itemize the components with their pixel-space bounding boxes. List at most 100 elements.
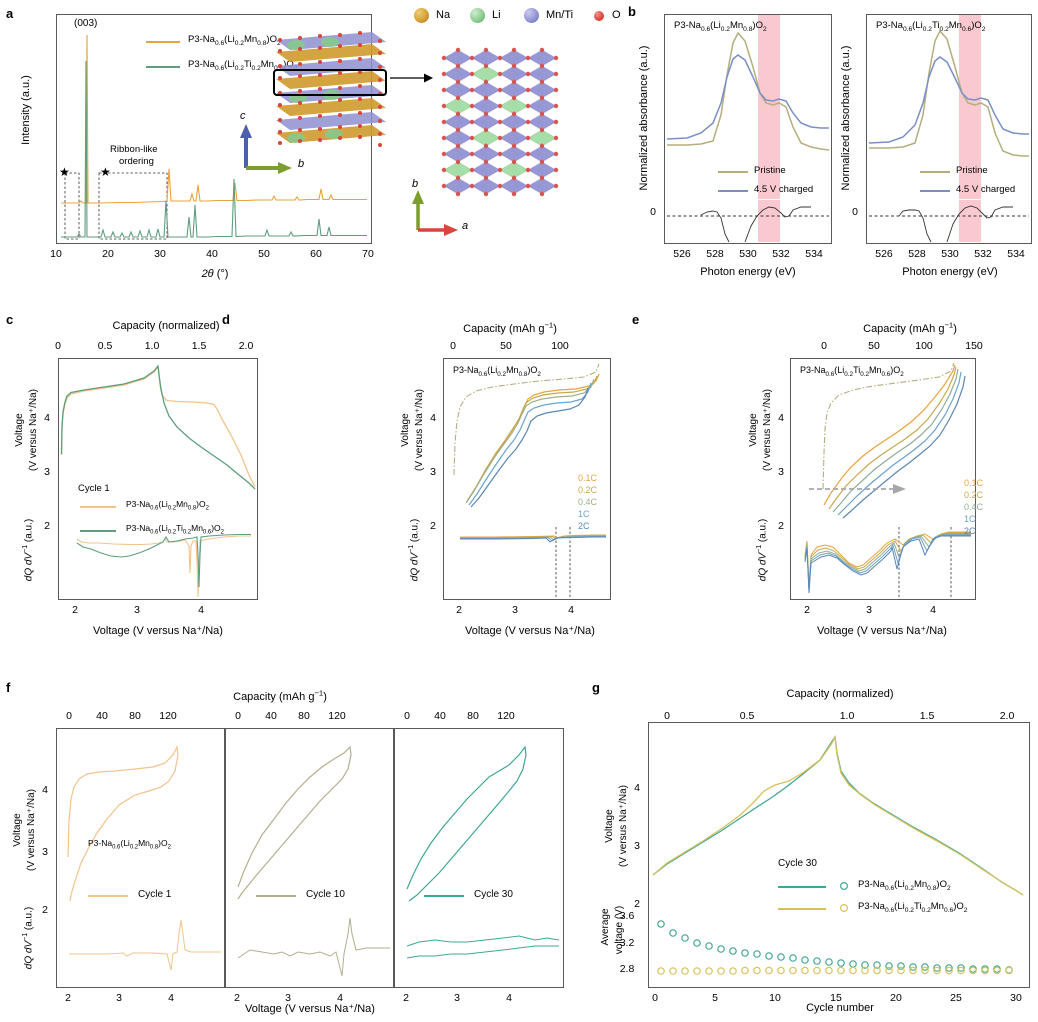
increasing-rate-arrow-icon (809, 484, 906, 494)
panel-d-title: P3-Na0.6(Li0.2Mn0.8)O2 (453, 365, 541, 378)
panel-a-xtick-6: 70 (362, 248, 374, 260)
panel-d-letter: d (222, 312, 230, 327)
panel-d-rate-0: 0.1C (578, 473, 598, 483)
panel-d-rate-4: 2C (578, 521, 590, 531)
panel-g-letter: g (592, 680, 600, 695)
panel-f-legend-swatch-1 (256, 895, 296, 897)
panel-e-bottick-1: 3 (866, 604, 872, 616)
axes-indicator-cb: c b (232, 110, 304, 176)
panel-e-ylabel-lower: dQ dV−1 (a.u.) (756, 518, 769, 582)
panel-b-right-xtick-2: 530 (941, 248, 959, 260)
panel-c-legend-text-0: P3-Na0.6(Li0.2Mn0.8)O2 (126, 499, 209, 512)
atom-legend-label-na: Na (436, 9, 451, 21)
panel-g-bottick-3: 15 (830, 992, 842, 1004)
panel-e-dqdv-plot (790, 525, 976, 600)
panel-f-s0-toptick-1: 40 (96, 710, 108, 722)
panel-e-toptick-0: 0 (821, 340, 827, 352)
panel-f-s2-toptick-3: 120 (497, 710, 515, 722)
panel-g-bottick-2: 10 (769, 992, 781, 1004)
panel-c-xlabel: Voltage (V versus Na⁺/Na) (93, 625, 223, 637)
panel-b-right-legend-label-0: Pristine (956, 165, 988, 176)
panel-d-rate-3: 1C (578, 509, 590, 519)
panel-b-right-xtick-1: 528 (908, 248, 926, 260)
panel-a-xtick-3: 40 (206, 248, 218, 260)
panel-f-ytick-2: 2 (42, 904, 48, 916)
panel-c-main-svg (60, 364, 256, 490)
panel-d-bottick-2: 4 (568, 604, 574, 616)
panel-g-ylabel-main-2: (V versus Na⁺/Na) (618, 785, 629, 867)
xas-charged-left (666, 54, 829, 140)
panel-e-top-label: Capacity (mAh g−1) (800, 320, 1020, 335)
panel-d-rate-2: 0.4C (578, 497, 598, 507)
panel-c-dqdv-plot (58, 525, 258, 600)
panel-f-ytick-4: 4 (42, 784, 48, 796)
panel-e-toptick-3: 150 (965, 340, 983, 352)
panel-f-legend-label-0: Cycle 1 (138, 889, 172, 900)
panel-c-ytick-3: 3 (44, 466, 50, 478)
panel-d-main-svg (453, 363, 600, 508)
panel-c-bottick-0: 2 (72, 604, 78, 616)
panel-f-legend-label-2: Cycle 30 (474, 889, 513, 900)
panel-g-bottick-6: 30 (1010, 992, 1022, 1004)
panel-b-right-title-text: P3-Na0.6(Li0.2Ti0.2Mn0.6)O2 (876, 20, 986, 33)
ribbon-ordering-label-2: ordering (119, 156, 154, 167)
axis-label-c: c (240, 110, 246, 122)
panel-g-bottick-4: 20 (890, 992, 902, 1004)
star-marker-2: ★ (100, 165, 111, 179)
panel-e-main-plot (790, 358, 976, 525)
panel-b-right-diff-svg (869, 200, 1029, 243)
panel-e-top-label-text: Capacity (mAh g−1) (863, 320, 957, 335)
panel-f-s1-toptick-0: 0 (235, 710, 241, 722)
panel-d-toptick-0: 0 (450, 340, 456, 352)
panel-c-dqdv-doped (76, 533, 251, 588)
panel-f-title-text: P3-Na0.6(Li0.2Mn0.8)O2 (88, 838, 171, 851)
legend-text-undoped-a: P3-Na0.6(Li0.2Mn0.8)O2 (188, 34, 281, 47)
panel-f-letter: f (6, 680, 11, 695)
panel-c-ytick-4: 4 (44, 412, 50, 424)
panel-f-xlabel: Voltage (V versus Na⁺/Na) (245, 1003, 375, 1015)
highlight-band-left (758, 15, 780, 199)
panel-b-left-title: P3-Na0.6(Li0.2Mn0.8)O2 (674, 20, 767, 33)
panel-f-s1-toptick-3: 120 (328, 710, 346, 722)
panel-f-ylabel-main-1: Voltage (12, 813, 23, 847)
atom-legend-label-mnti: Mn/Ti (546, 9, 574, 21)
panel-f-dqdv0-svg (69, 919, 221, 971)
panel-a-legend-swatch-1 (146, 66, 180, 68)
panel-e-rate-1: 0.2C (964, 490, 984, 500)
panel-b-right-legend-label-1: 4.5 V charged (956, 184, 1016, 195)
panel-f-s1-bottick-0: 2 (234, 992, 240, 1004)
panel-c-toptick-2: 1.0 (144, 340, 160, 352)
panel-c-legend-label-0: P3-Na0.6(Li0.2Mn0.8)O2 (126, 499, 209, 512)
li-atom-icon (470, 8, 485, 23)
dqdv-symbol-c: dQ dV (23, 552, 35, 582)
panel-f-curve-cycle1 (67, 744, 179, 902)
panel-c-toptick-0: 0 (55, 340, 61, 352)
crystal-structure-top-view (434, 47, 574, 210)
legend-text-doped-a: P3-Na0.6(Li0.2Ti0.2Mn0.6)O2 (188, 59, 297, 72)
panel-c-ylabel-main-1: Voltage (14, 413, 25, 447)
panel-d-dqdv-plot (443, 525, 611, 600)
panel-f-s2-bottick-2: 4 (506, 992, 512, 1004)
panel-g-bottick-0: 0 (652, 992, 658, 1004)
panel-c-legend-swatch-1 (80, 530, 116, 532)
panel-d-top-label: Capacity (mAh g−1) (400, 320, 620, 335)
panel-c-ylabel-lower: dQ dV−1 (a.u.) (22, 518, 35, 582)
panel-b-right-title: P3-Na0.6(Li0.2Ti0.2Mn0.6)O2 (876, 20, 985, 33)
panel-f-ylabel-lower: dQ dV−1 (a.u.) (22, 906, 35, 970)
panel-e-ytick-4: 4 (778, 412, 784, 424)
panel-f-s1-bottick-1: 3 (285, 992, 291, 1004)
axes-indicator-ba: b a (404, 178, 472, 242)
panel-g-avgvolt-svg (657, 920, 1013, 975)
atom-legend-label-li: Li (492, 9, 501, 21)
panel-f-top-label: Capacity (mAh g−1) (170, 688, 390, 703)
panel-b-left-legend-swatch-0 (718, 171, 748, 173)
o-atom-icon (594, 11, 604, 21)
panel-g-curve-doped (652, 734, 1024, 896)
panel-b-left-main-plot (664, 14, 832, 200)
panel-f-s0-bottick-2: 4 (168, 992, 174, 1004)
panel-c-curve-doped (60, 364, 256, 490)
xrd-curve-doped (61, 60, 367, 238)
panel-d-curve-1C (468, 382, 592, 506)
panel-g-xlabel: Cycle number (806, 1002, 874, 1014)
panel-e-curve-1C (837, 371, 962, 516)
